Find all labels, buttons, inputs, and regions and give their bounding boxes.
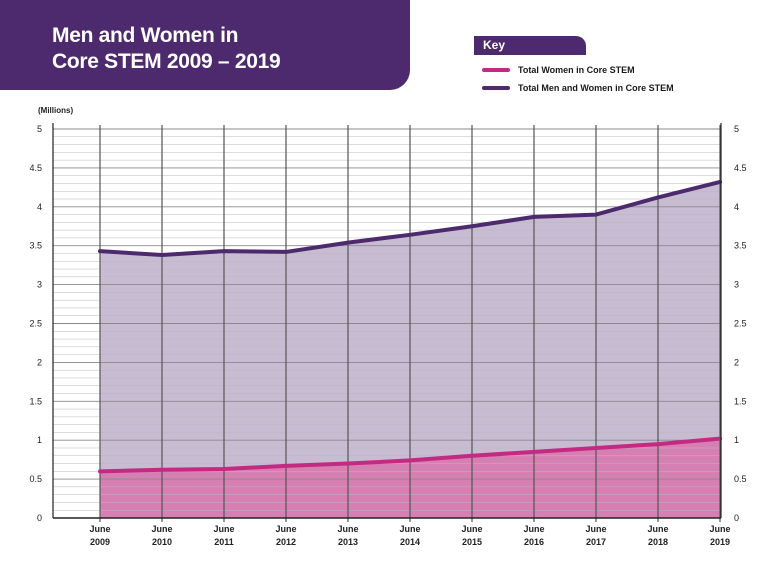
x-tick-month: June <box>337 524 358 534</box>
legend-swatch-total <box>482 86 510 90</box>
y-tick-label-left: 0 <box>37 513 42 523</box>
x-tick-year: 2014 <box>400 537 420 547</box>
x-tick-year: 2016 <box>524 537 544 547</box>
x-tick-month: June <box>709 524 730 534</box>
y-tick-label-left: 1.5 <box>29 396 42 406</box>
legend-label-women: Total Women in Core STEM <box>518 65 635 75</box>
x-tick-month: June <box>647 524 668 534</box>
gridlines <box>53 125 721 522</box>
y-tick-label-left: 4 <box>37 202 42 212</box>
x-tick-year: 2013 <box>338 537 358 547</box>
y-tick-label-left: 0.5 <box>29 474 42 484</box>
x-tick-month: June <box>89 524 110 534</box>
x-tick-year: 2018 <box>648 537 668 547</box>
x-tick-year: 2017 <box>586 537 606 547</box>
x-tick-month: June <box>275 524 296 534</box>
y-tick-label-right: 2 <box>734 357 739 367</box>
tick-labels: 0 0 0.5 0.5 1 1 1.5 1.5 2 2 2.5 2.5 3 3 3.5 3.5 4 4 4.5 4.5… <box>29 106 746 547</box>
x-tick-month: June <box>461 524 482 534</box>
y-tick-label-right: 0.5 <box>734 474 747 484</box>
title-banner: Men and Women in Core STEM 2009 – 2019 <box>0 0 410 90</box>
y-tick-label-right: 1.5 <box>734 396 747 406</box>
y-tick-label-left: 3 <box>37 280 42 290</box>
x-tick-year: 2009 <box>90 537 110 547</box>
x-tick-month: June <box>585 524 606 534</box>
x-tick-month: June <box>151 524 172 534</box>
x-tick-year: 2015 <box>462 537 482 547</box>
line-women <box>98 436 722 474</box>
series-lines <box>98 179 722 474</box>
x-tick-year: 2019 <box>710 537 730 547</box>
y-tick-label-left: 4.5 <box>29 163 42 173</box>
legend-swatch-women <box>482 68 510 72</box>
y-tick-label-right: 4 <box>734 202 739 212</box>
y-tick-label-left: 5 <box>37 124 42 134</box>
x-tick-year: 2011 <box>214 537 234 547</box>
y-tick-label-right: 4.5 <box>734 163 747 173</box>
x-tick-month: June <box>523 524 544 534</box>
y-tick-label-left: 3.5 <box>29 241 42 251</box>
y-tick-label-right: 1 <box>734 435 739 445</box>
chart-title-line-1: Men and Women in <box>52 24 239 47</box>
y-tick-label-right: 5 <box>734 124 739 134</box>
chart-title-line-2: Core STEM 2009 – 2019 <box>52 50 281 73</box>
y-unit-label: (Millions) <box>38 106 73 115</box>
y-tick-label-right: 0 <box>734 513 739 523</box>
x-tick-year: 2012 <box>276 537 296 547</box>
legend-title: Key <box>474 36 586 55</box>
legend-label-total: Total Men and Women in Core STEM <box>518 83 674 93</box>
x-tick-year: 2010 <box>152 537 172 547</box>
y-tick-label-left: 2 <box>37 357 42 367</box>
axes <box>52 123 722 519</box>
y-tick-label-left: 1 <box>37 435 42 445</box>
y-tick-label-left: 2.5 <box>29 319 42 329</box>
x-tick-month: June <box>213 524 234 534</box>
y-tick-label-right: 3.5 <box>734 241 747 251</box>
x-tick-month: June <box>399 524 420 534</box>
y-tick-label-right: 2.5 <box>734 319 747 329</box>
y-tick-label-right: 3 <box>734 280 739 290</box>
line-total <box>98 179 722 258</box>
